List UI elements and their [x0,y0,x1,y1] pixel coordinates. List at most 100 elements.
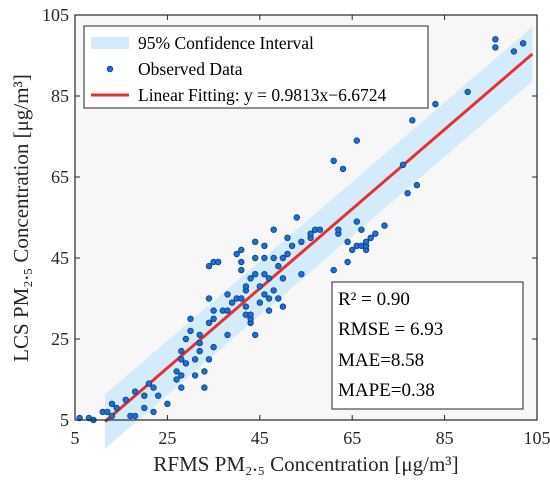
data-point [238,266,245,274]
stat-rmse: RMSE = 6.93 [338,319,443,340]
data-point [330,266,337,274]
data-point [353,218,360,225]
y-axis-ticks: 5 25 45 65 85 105 [42,5,537,430]
data-point [182,360,190,367]
data-point [251,271,259,278]
data-point [339,165,347,173]
data-point [261,254,268,262]
data-point [261,271,268,278]
stats-box-frame [331,281,524,410]
stats-box: R² = 0.90 RMSE = 6.93 MAE=8.58 MAPE=0.38 [331,281,524,410]
scatter-points-layer [76,36,527,424]
data-point [141,392,148,399]
data-point [205,319,213,326]
data-point [191,356,199,363]
data-point [131,412,139,420]
data-point [316,226,324,233]
data-point [251,254,259,262]
data-point [409,117,416,124]
data-point [173,376,180,383]
data-point [196,331,203,339]
data-point [284,250,291,258]
y-tick-label: 85 [51,86,69,106]
data-point [298,238,305,245]
data-point [270,226,277,233]
data-point [104,408,111,416]
data-point [519,40,527,47]
data-point [275,262,282,270]
x-axis-ticks: 5 25 45 65 85 105 [71,15,550,448]
data-point [173,368,180,375]
data-point [330,157,337,164]
data-point [247,311,254,318]
legend-box [83,25,429,109]
data-point [367,234,374,241]
data-point [344,238,351,245]
x-tick-label: 85 [436,428,454,448]
data-point [122,396,129,403]
data-point [145,380,153,387]
data-point [510,48,518,55]
data-point [108,412,116,420]
data-point [154,392,162,399]
data-point [238,295,245,302]
data-point [187,327,194,335]
data-point [131,388,139,395]
data-point [238,258,245,266]
data-point [224,291,231,298]
legend-band-swatch [91,37,129,49]
data-point [270,287,277,294]
data-point [214,258,222,266]
data-point [251,331,259,339]
y-tick-label: 45 [51,248,69,268]
data-point [210,343,217,351]
data-point [233,250,240,258]
y-tick-label: 25 [51,329,69,349]
y-tick-label: 5 [60,410,69,430]
fit-line-layer [104,52,534,423]
data-point [210,307,217,314]
data-point [113,404,120,412]
legend-fit-label: Linear Fitting: y = 0.9813x−6.6724 [138,85,386,105]
data-point [256,283,263,290]
data-point [228,299,236,306]
data-point [178,372,185,379]
data-point [201,368,208,375]
data-point [182,335,190,343]
data-point [265,295,273,302]
legend-confidence-label: 95% Confidence Interval [138,33,314,53]
data-point [247,275,254,282]
data-point [349,246,356,254]
data-point [265,275,273,282]
data-point [205,262,213,270]
data-point [413,181,421,189]
x-tick-label: 25 [158,428,176,448]
data-point [288,242,296,249]
data-point [298,271,305,278]
data-point [178,356,185,363]
data-point [404,189,411,197]
data-point [164,400,171,407]
data-point [279,303,287,310]
x-tick-label: 5 [71,428,80,448]
data-point [399,161,407,168]
data-point [196,347,203,355]
data-point [196,339,203,347]
data-point [210,315,217,322]
data-point [150,384,157,391]
legend: 95% Confidence Interval Observed Data Li… [83,25,429,109]
data-point [242,303,250,310]
data-point [187,315,194,322]
data-point [191,372,199,379]
data-point [353,137,360,144]
data-point [141,404,148,412]
data-point [178,384,185,391]
data-point [205,356,213,363]
data-point [256,299,263,306]
fit-line [104,52,534,423]
stat-mape: MAPE=0.38 [338,380,435,401]
y-tick-label: 105 [42,5,69,25]
legend-point-marker [106,65,114,73]
data-point [178,347,185,355]
